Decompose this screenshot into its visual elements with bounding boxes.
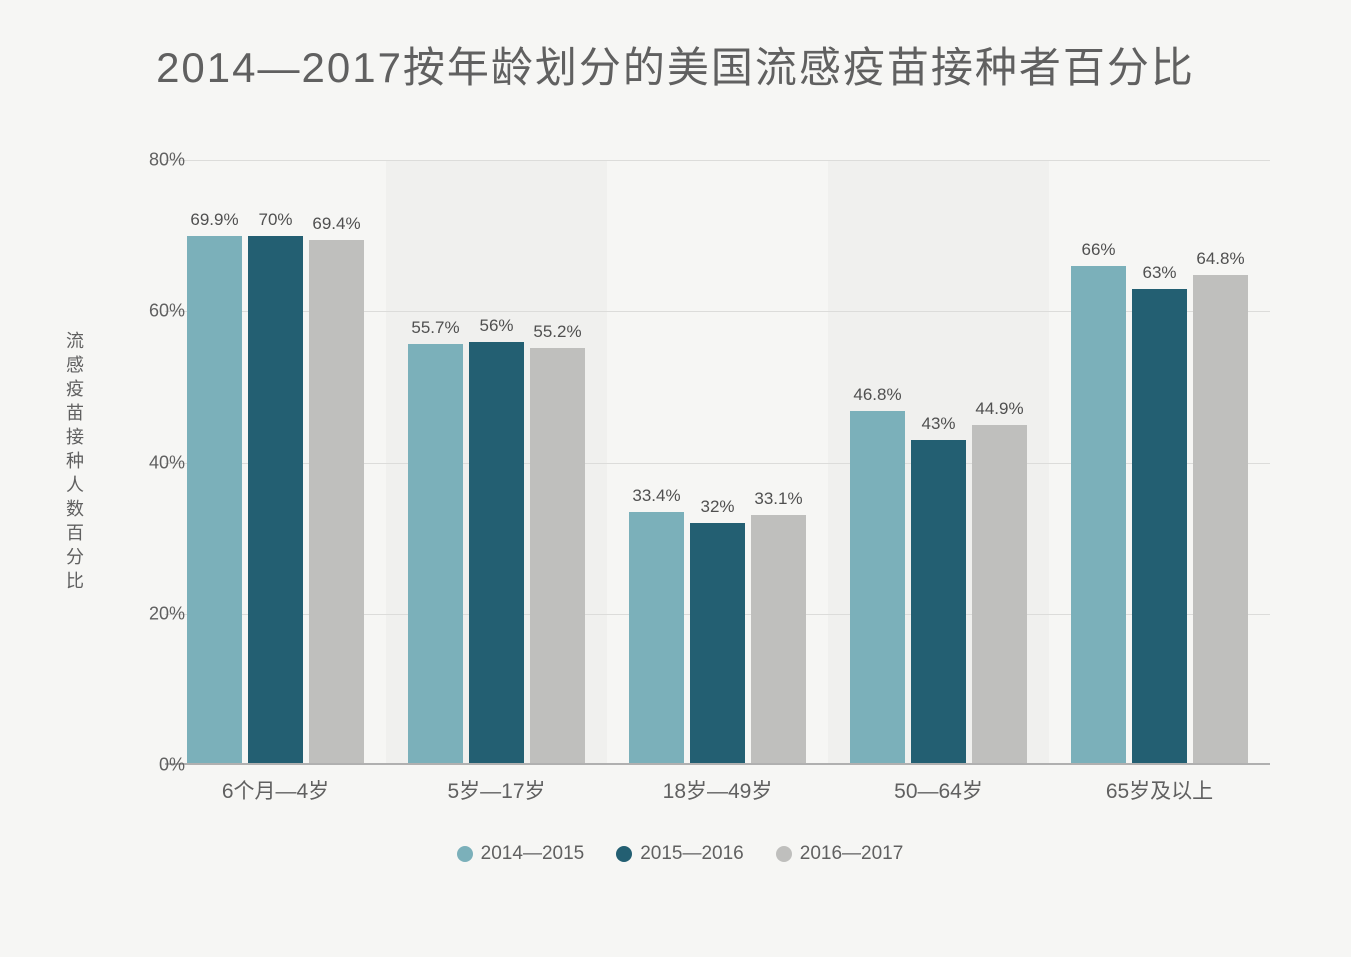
x-category-label: 6个月—4岁 [165, 775, 386, 805]
bar-value-label: 55.2% [533, 322, 581, 342]
legend-swatch [457, 846, 473, 862]
bar-group: 55.7%56%55.2% [386, 160, 607, 765]
bar-group: 66%63%64.8% [1049, 160, 1270, 765]
bar-value-label: 63% [1142, 263, 1176, 283]
legend-item: 2016—2017 [776, 843, 904, 865]
y-axis-label-text: 流感疫苗接种人数百分比 [61, 331, 87, 595]
legend-label: 2016—2017 [800, 843, 904, 865]
bar: 46.8% [850, 411, 905, 765]
bar: 69.4% [309, 240, 364, 765]
bar-group: 69.9%70%69.4% [165, 160, 386, 765]
y-tick-label: 20% [105, 603, 185, 624]
x-category-label: 18岁—49岁 [607, 775, 828, 805]
bar: 43% [911, 440, 966, 765]
y-tick-label: 60% [105, 301, 185, 322]
x-axis-line [165, 763, 1270, 765]
bar-value-label: 33.1% [754, 489, 802, 509]
bar: 70% [248, 236, 303, 765]
bar-value-label: 69.4% [312, 214, 360, 234]
bar-group: 33.4%32%33.1% [607, 160, 828, 765]
bar-value-label: 43% [921, 414, 955, 434]
bar-value-label: 55.7% [411, 318, 459, 338]
bar: 55.7% [408, 344, 463, 765]
bar: 69.9% [187, 236, 242, 765]
bar-value-label: 69.9% [190, 210, 238, 230]
y-tick-label: 0% [105, 755, 185, 776]
legend-item: 2015—2016 [616, 843, 744, 865]
y-tick-label: 40% [105, 452, 185, 473]
chart-title: 2014—2017按年龄划分的美国流感疫苗接种者百分比 [0, 0, 1351, 95]
bar-group: 46.8%43%44.9% [828, 160, 1049, 765]
legend-swatch [776, 846, 792, 862]
legend-label: 2014—2015 [481, 843, 585, 865]
bar: 44.9% [972, 425, 1027, 765]
bar: 64.8% [1193, 275, 1248, 765]
legend-label: 2015—2016 [640, 843, 744, 865]
bar-value-label: 32% [700, 497, 734, 517]
legend: 2014—2015 2015—2016 2016—2017 [60, 843, 1300, 865]
bar-value-label: 66% [1081, 240, 1115, 260]
y-axis-label: 流感疫苗接种人数百分比 [60, 160, 88, 765]
bar-value-label: 33.4% [632, 486, 680, 506]
bar: 66% [1071, 266, 1126, 765]
x-category-label: 5岁—17岁 [386, 775, 607, 805]
bar-value-label: 70% [258, 210, 292, 230]
plot-area: 69.9%70%69.4%55.7%56%55.2%33.4%32%33.1%4… [165, 160, 1270, 765]
bar: 33.4% [629, 512, 684, 765]
bar: 56% [469, 342, 524, 766]
x-category-label: 50—64岁 [828, 775, 1049, 805]
bar: 33.1% [751, 515, 806, 765]
bar: 63% [1132, 289, 1187, 765]
chart: 流感疫苗接种人数百分比 69.9%70%69.4%55.7%56%55.2%33… [60, 120, 1300, 880]
legend-swatch [616, 846, 632, 862]
bar: 32% [690, 523, 745, 765]
bar-value-label: 46.8% [853, 385, 901, 405]
bar-value-label: 64.8% [1196, 249, 1244, 269]
bar-value-label: 44.9% [975, 399, 1023, 419]
legend-item: 2014—2015 [457, 843, 585, 865]
x-category-label: 65岁及以上 [1049, 775, 1270, 805]
bar-value-label: 56% [479, 316, 513, 336]
bar: 55.2% [530, 348, 585, 765]
y-tick-label: 80% [105, 150, 185, 171]
